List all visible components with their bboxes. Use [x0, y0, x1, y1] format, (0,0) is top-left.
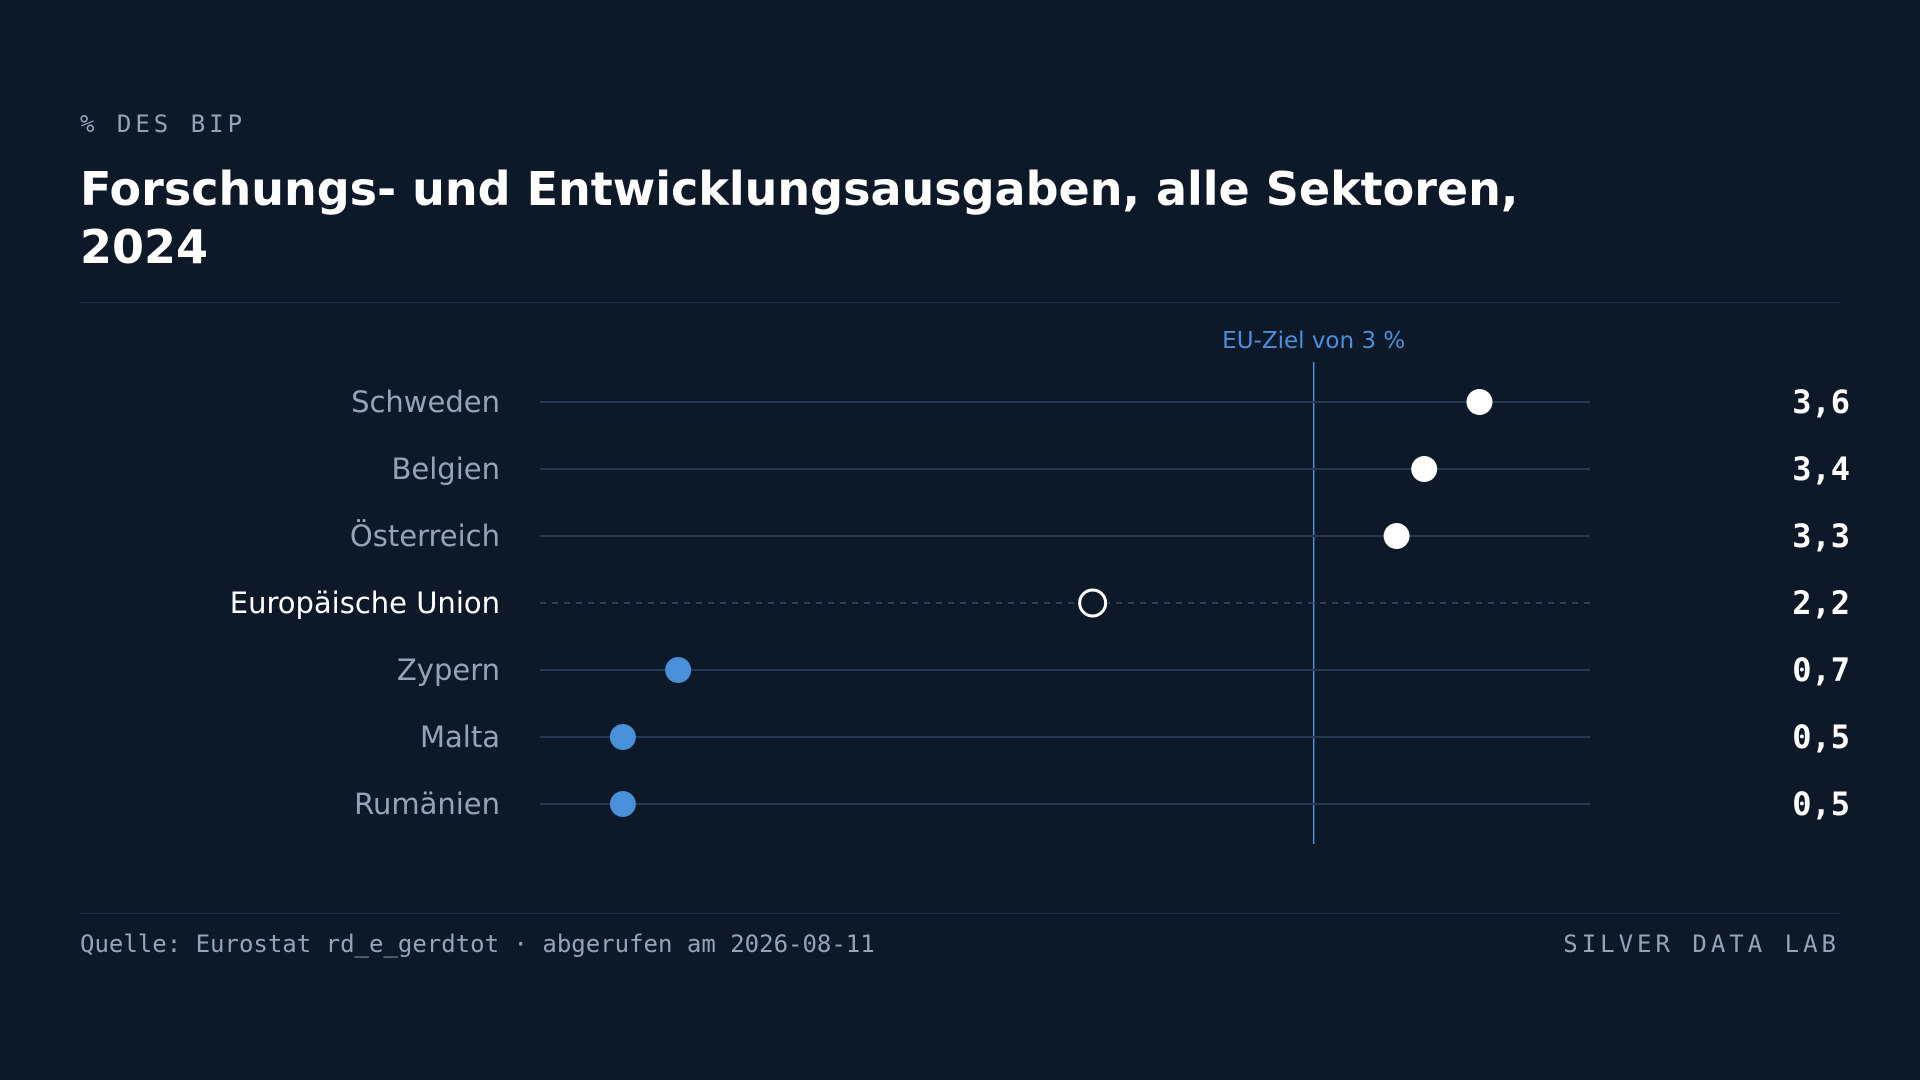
- category-label: Europäische Union: [230, 586, 500, 620]
- data-point: [609, 791, 636, 817]
- value-label: 2,2: [1792, 584, 1850, 622]
- category-label: Schweden: [351, 385, 500, 419]
- value-label: 0,5: [1792, 718, 1850, 756]
- header-divider: [80, 302, 1840, 303]
- category-label: Belgien: [392, 452, 500, 486]
- reference-line-label: EU-Ziel von 3 %: [1222, 328, 1405, 354]
- value-label: 0,5: [1792, 785, 1850, 823]
- footer-divider: [80, 913, 1840, 914]
- data-point: [1383, 523, 1410, 549]
- category-label: Malta: [420, 720, 500, 754]
- category-label: Österreich: [350, 519, 500, 553]
- value-label: 3,6: [1792, 383, 1850, 421]
- data-point: [665, 657, 692, 683]
- chart-unit-eyebrow: % DES BIP: [80, 110, 247, 138]
- value-label: 3,3: [1792, 517, 1850, 555]
- category-label: Rumänien: [354, 787, 500, 821]
- category-label: Zypern: [397, 653, 500, 687]
- data-point: [609, 724, 636, 750]
- chart-title: Forschungs- und Entwicklungsausgaben, al…: [80, 162, 1519, 274]
- data-point: [1078, 588, 1108, 618]
- source-note: Quelle: Eurostat rd_e_gerdtot · abgerufe…: [80, 930, 875, 958]
- dot-plot-chart: EU-Ziel von 3 % Schweden 3,6 Belgien 3,4 Öste…: [230, 328, 1850, 844]
- value-label: 0,7: [1792, 651, 1850, 689]
- data-point: [1466, 389, 1493, 415]
- brand-label: SILVER DATA LAB: [1563, 930, 1840, 958]
- value-label: 3,4: [1792, 450, 1850, 488]
- data-point: [1411, 456, 1438, 482]
